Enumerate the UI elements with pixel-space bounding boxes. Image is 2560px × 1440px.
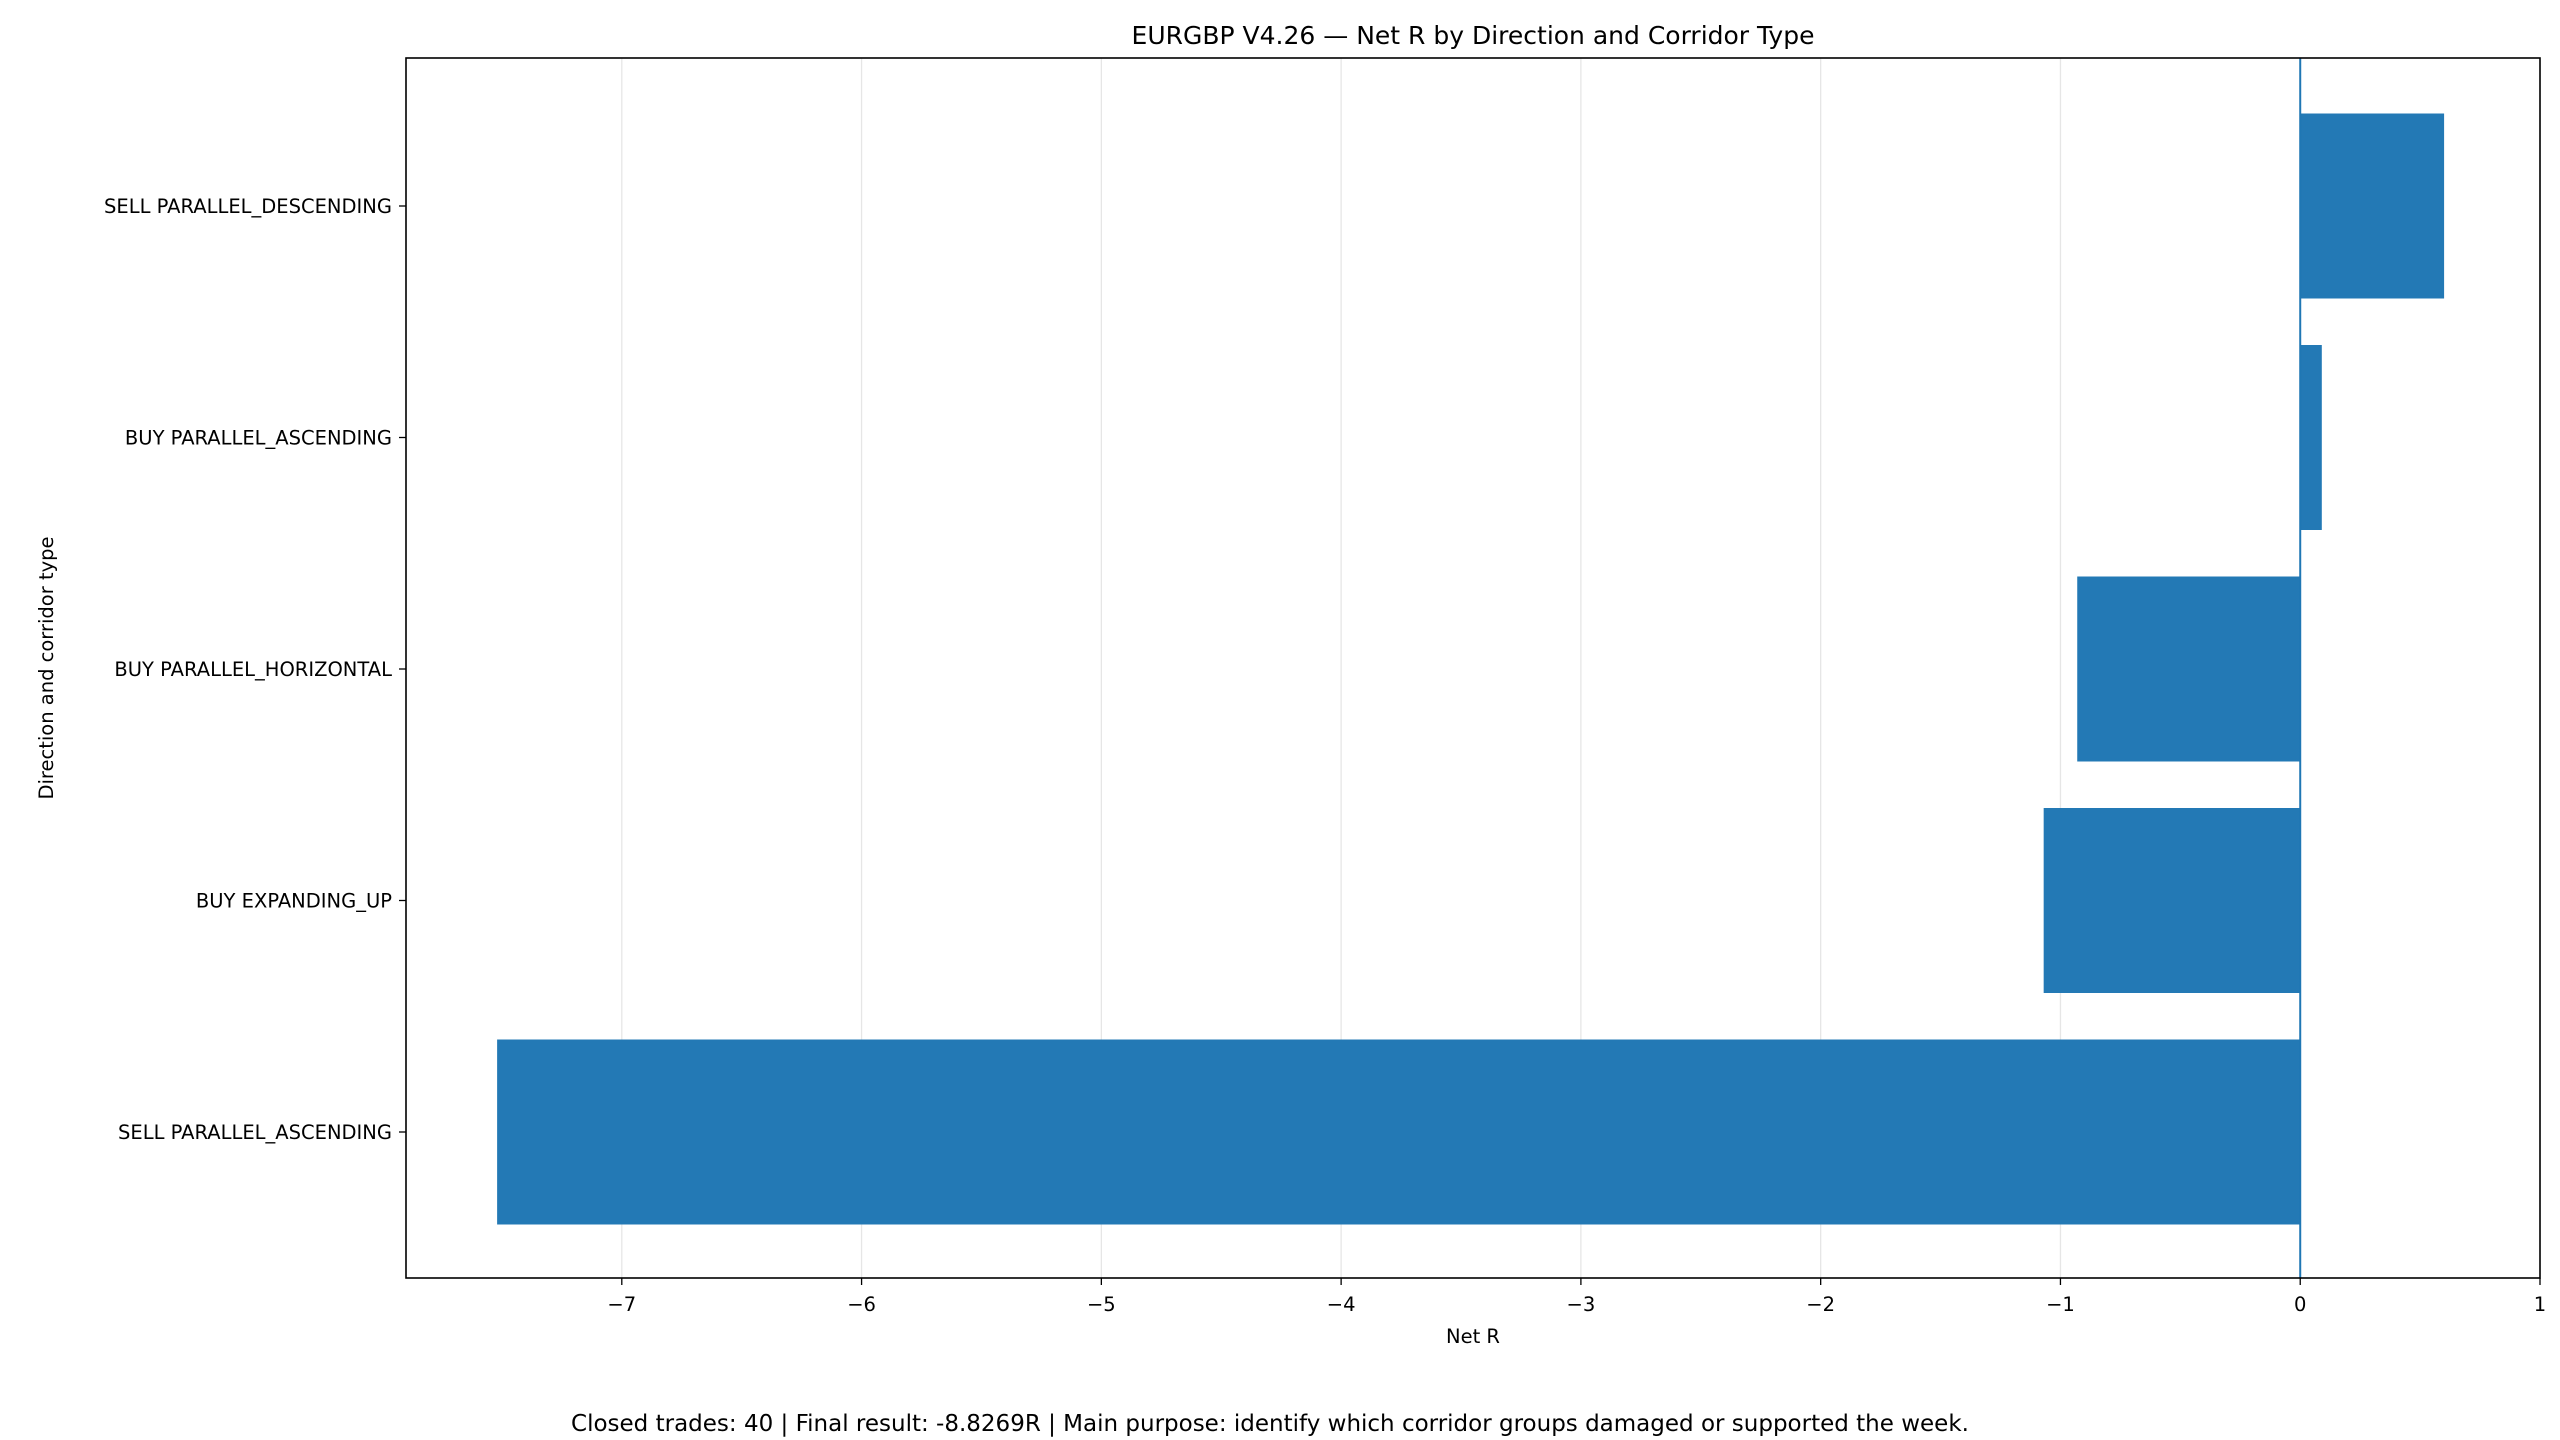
bar [2300, 113, 2445, 299]
bar [497, 1039, 2301, 1225]
x-tick-label: 1 [2534, 1293, 2546, 1316]
x-tick-label: −6 [847, 1293, 876, 1316]
x-tick-label: −1 [2046, 1293, 2075, 1316]
x-axis-label: Net R [1446, 1325, 1500, 1348]
y-tick-label: SELL PARALLEL_ASCENDING [118, 1121, 392, 1144]
y-tick-label: SELL PARALLEL_DESCENDING [104, 195, 392, 218]
y-tick-label: BUY EXPANDING_UP [196, 890, 392, 913]
bars [497, 113, 2445, 1225]
x-axis-ticks: −7 −6 −5 −4 −3 −2 −1 0 1 [607, 1278, 2546, 1316]
bar [2077, 576, 2301, 762]
y-tick-label: BUY PARALLEL_HORIZONTAL [114, 658, 392, 681]
x-tick-label: −7 [607, 1293, 636, 1316]
x-tick-label: −2 [1806, 1293, 1835, 1316]
footer-summary: Closed trades: 40 | Final result: -8.826… [571, 1411, 1969, 1437]
y-axis-label: Direction and corridor type [35, 536, 58, 799]
x-tick-label: −3 [1567, 1293, 1596, 1316]
y-axis-ticks: SELL PARALLEL_DESCENDING BUY PARALLEL_ASC… [104, 195, 406, 1144]
chart-title: EURGBP V4.26 — Net R by Direction and Co… [1132, 21, 1815, 50]
y-tick-label: BUY PARALLEL_ASCENDING [125, 427, 392, 450]
bar [2300, 345, 2322, 530]
plot-frame [405, 57, 2541, 1279]
x-tick-label: −5 [1087, 1293, 1116, 1316]
bar [2043, 808, 2301, 993]
x-tick-label: −4 [1327, 1293, 1356, 1316]
x-tick-label: 0 [2294, 1293, 2306, 1316]
